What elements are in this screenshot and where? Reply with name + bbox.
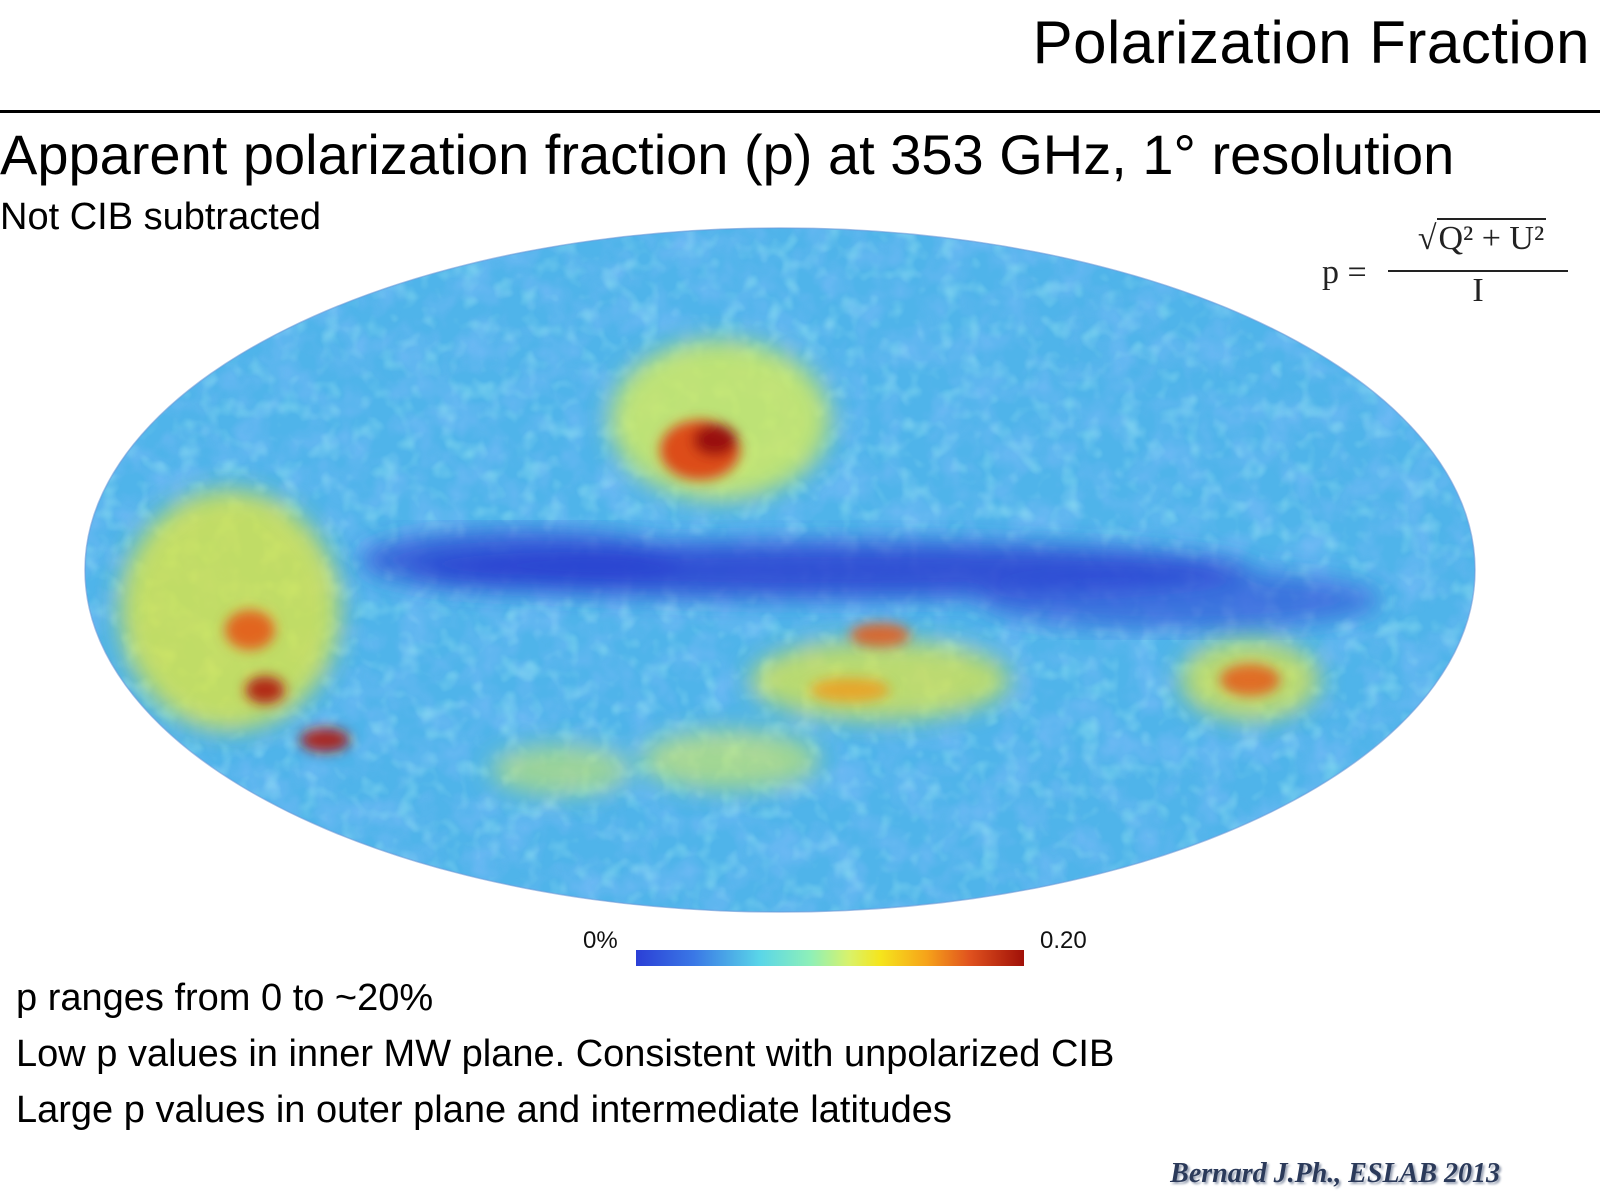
polarization-formula: p = √Q² + U² I: [1318, 218, 1578, 318]
formula-denominator: I: [1472, 272, 1484, 309]
bullet-list: p ranges from 0 to ~20% Low p values in …: [16, 970, 1114, 1138]
sky-map: [84, 227, 1476, 913]
bullet-item: Low p values in inner MW plane. Consiste…: [16, 1033, 1115, 1075]
slide-title: Polarization Fraction: [1032, 9, 1590, 76]
colorbar-min-label: 0%: [583, 927, 618, 954]
title-divider: [0, 110, 1600, 113]
formula-fraction-bar: [1388, 270, 1568, 272]
colorbar-max-label: 0.20: [1040, 927, 1087, 954]
formula-numerator: √Q² + U²: [1417, 218, 1547, 257]
formula-numerator-text: Q² + U²: [1436, 218, 1547, 257]
colorbar: [636, 950, 1024, 966]
bullet-item: Large p values in outer plane and interm…: [16, 1089, 952, 1131]
mollweide-map-image: [84, 227, 1476, 913]
formula-lhs: p =: [1322, 254, 1367, 291]
bullet-item: p ranges from 0 to ~20%: [16, 977, 434, 1019]
citation: Bernard J.Ph., ESLAB 2013: [1170, 1158, 1500, 1189]
subheadline: Not CIB subtracted: [0, 196, 322, 238]
headline: Apparent polarization fraction (p) at 35…: [0, 123, 1455, 186]
